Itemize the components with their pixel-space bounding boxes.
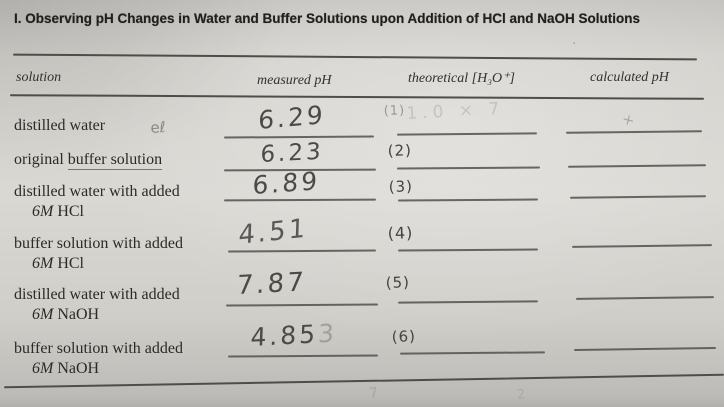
measured-ph-value: 6.89	[252, 166, 321, 200]
pencil-smudge: 7	[368, 385, 379, 402]
calculated-ph-line	[573, 347, 717, 351]
reagent: HCl	[53, 255, 84, 272]
row-label-line2: 6M HCl	[32, 203, 84, 221]
theoretical-ref: (3)	[388, 177, 414, 196]
measured-ph-value: 4.51	[238, 213, 309, 251]
concentration: 6M	[32, 203, 54, 220]
table-bottom-rule	[4, 373, 724, 388]
calculated-ph-line	[567, 164, 707, 168]
measured-ph-value: 7.87	[236, 267, 308, 301]
row-label: buffer solution with added	[14, 340, 184, 357]
erased-pencil-text: 1.0 × 7	[405, 98, 505, 124]
concentration: 6M	[32, 306, 54, 323]
reagent: NaOH	[53, 306, 100, 323]
column-header-solution: solution	[16, 70, 62, 85]
erased-digit: 3	[317, 318, 338, 349]
measured-ph-value: 4.853	[250, 318, 337, 352]
theoretical-line	[397, 198, 539, 202]
calculated-ph-line	[575, 296, 715, 300]
theoretical-ref: (5)	[385, 273, 411, 292]
measured-ph-value: 6.29	[258, 99, 326, 135]
theoretical-line	[397, 300, 539, 304]
row-label: distilled water with added	[14, 286, 180, 303]
row-label-underlined: buffer solution	[67, 151, 163, 170]
measured-ph-line	[223, 198, 377, 202]
theoretical-ref: (4)	[387, 223, 414, 243]
row-label-line2: 6M HCl	[32, 255, 84, 273]
page-title: I. Observing pH Changes in Water and Buf…	[14, 11, 640, 26]
row-label: distilled water	[14, 117, 106, 134]
theoretical-ref: (1)	[383, 103, 406, 119]
theoretical-line	[396, 132, 538, 136]
theoretical-ref: (2)	[387, 141, 413, 160]
concentration: 6M	[32, 360, 54, 377]
concentration: 6M	[32, 255, 54, 272]
measured-ph-line	[227, 249, 377, 253]
row-label-line2: 6M NaOH	[32, 360, 99, 378]
measured-ph-line	[225, 303, 379, 307]
reagent: NaOH	[53, 360, 100, 377]
pencil-smudge: ·	[572, 36, 577, 52]
measured-ph-line	[227, 354, 379, 358]
reagent: HCl	[53, 203, 84, 220]
measured-ph-line	[223, 135, 375, 139]
theoretical-line	[396, 166, 541, 170]
row-label: buffer solution with added	[14, 235, 184, 252]
measured-ph-text: 4.85	[250, 319, 319, 352]
pencil-note: eℓ	[149, 117, 167, 137]
pencil-smudge: 2	[515, 386, 527, 403]
calculated-ph-line	[565, 130, 703, 134]
table-top-rule	[13, 53, 697, 61]
theoretical-ref: (6)	[391, 327, 417, 346]
theoretical-line	[397, 248, 539, 252]
table-header-rule	[10, 94, 704, 100]
row-label-line2: 6M NaOH	[32, 306, 99, 324]
row-label: original buffer solution	[14, 151, 163, 170]
measured-ph-value: 6.23	[260, 138, 325, 168]
column-header-calculated-ph: calculated pH	[590, 70, 669, 85]
column-header-theoretical-h3o: theoretical [H₃O⁺]	[408, 71, 516, 86]
calculated-ph-line	[571, 244, 713, 248]
row-label-prefix: original	[14, 151, 68, 168]
calculated-ph-line	[569, 195, 707, 199]
column-header-measured-ph: measured pH	[257, 73, 332, 88]
row-label: distilled water with added	[14, 183, 180, 200]
pencil-mark: +	[620, 109, 637, 131]
theoretical-line	[399, 351, 546, 355]
